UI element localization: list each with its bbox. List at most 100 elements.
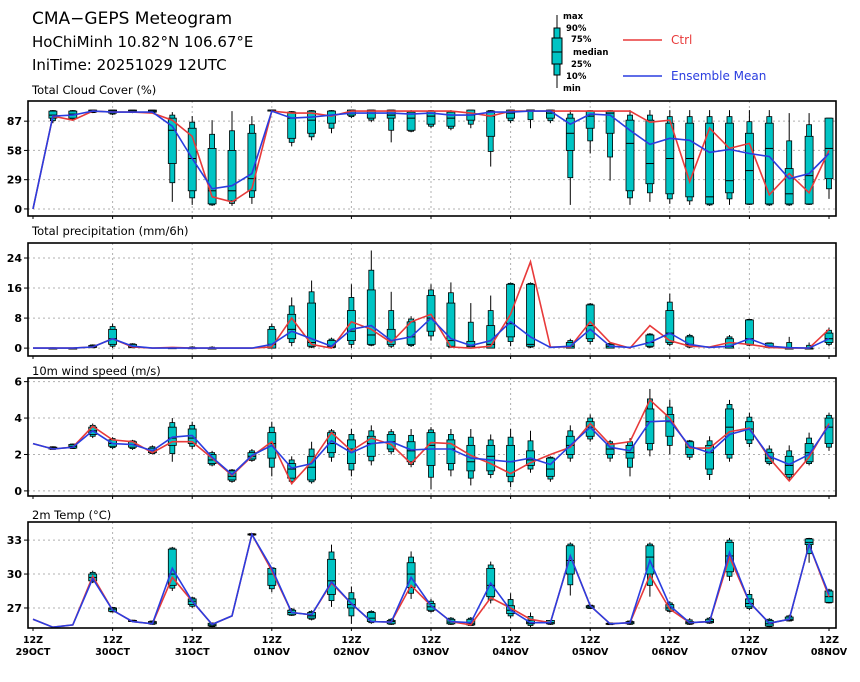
- y-tick-label: 24: [7, 252, 23, 265]
- x-tick-label-date: 02NOV: [333, 647, 370, 658]
- ensemble-mean-line: [33, 316, 830, 349]
- legend-p10: 10%: [566, 72, 587, 82]
- boxplot: [426, 284, 436, 341]
- box-q25-q75: [108, 328, 117, 345]
- box-q25-q75: [486, 444, 496, 472]
- box-q25-q75: [366, 612, 376, 622]
- boxplot: [824, 412, 834, 451]
- boxplot: [426, 427, 436, 490]
- ensemble-mean-line: [32, 532, 830, 629]
- x-tick-label-hour: 12Z: [182, 635, 202, 646]
- box-q25-q75: [307, 302, 317, 347]
- box-q25-q75: [745, 319, 754, 345]
- boxplot: [386, 109, 396, 143]
- boxplot: [227, 111, 237, 206]
- box-q25-q75: [745, 132, 754, 205]
- boxplot: [745, 318, 754, 347]
- boxplot: [486, 110, 496, 167]
- panel-total-precipitation-mm-6h: Total precipitation (mm/6h) 0 8 16 24: [7, 224, 837, 359]
- boxplot: [764, 110, 774, 206]
- box-q25-q75: [327, 558, 336, 595]
- y-tick-label: 2: [14, 448, 22, 461]
- box-q25-q75: [625, 444, 635, 459]
- location-label: HoChiMinh 10.82°N 106.67°E: [32, 33, 253, 51]
- box-q25-q75: [307, 455, 317, 481]
- boxplot: [287, 111, 297, 147]
- boxplot: [346, 284, 356, 349]
- legend-p25: 25%: [571, 60, 592, 70]
- legend-max: max: [563, 12, 584, 22]
- boxplot: [665, 399, 675, 455]
- y-tick-label: 8: [14, 312, 22, 325]
- legend-p75: 75%: [571, 35, 592, 45]
- boxplot: [327, 110, 336, 134]
- box-q25-q75: [784, 168, 794, 205]
- boxplot: [725, 110, 734, 205]
- boxplot: [446, 428, 456, 477]
- panel-title: 10m wind speed (m/s): [32, 364, 161, 378]
- box-q25-q75: [366, 289, 376, 345]
- boxplot: [307, 280, 317, 349]
- boxplot: [446, 110, 456, 131]
- y-tick-label: 30: [7, 568, 23, 581]
- legend-mean-label: Ensemble Mean: [671, 69, 766, 83]
- box-q25-q75: [486, 110, 496, 137]
- x-tick-label-hour: 12Z: [501, 635, 521, 646]
- chart-title: CMA−GEPS Meteogram: [32, 9, 232, 29]
- box-q25-q75: [645, 119, 655, 185]
- panel-frame: [27, 521, 837, 629]
- boxplot: [108, 323, 117, 349]
- box-q25-q75: [267, 328, 277, 349]
- boxplot: [665, 110, 675, 204]
- boxplot: [824, 327, 834, 347]
- box-q25-q75: [446, 439, 456, 464]
- box-q25-q75: [725, 122, 734, 194]
- boxplot: [406, 110, 416, 133]
- x-tick-label-hour: 12Z: [660, 635, 680, 646]
- x-tick-label-date: 03NOV: [413, 647, 450, 658]
- boxplot: [366, 250, 376, 347]
- box-q25-q75: [426, 295, 436, 332]
- ctrl-line: [32, 110, 830, 210]
- panel-10m-wind-speed-m-s: 10m wind speed (m/s) 0 2 4 6: [14, 364, 837, 499]
- boxplot: [605, 439, 615, 462]
- box-q25-q75: [764, 122, 774, 205]
- boxplot: [207, 120, 217, 206]
- box-q25-q75: [526, 283, 535, 347]
- boxplot: [705, 110, 714, 206]
- y-tick-label: 0: [14, 203, 22, 216]
- panel-title: 2m Temp (°C): [32, 508, 111, 522]
- box-q25-q75: [506, 283, 516, 338]
- x-tick-label-date: 07NOV: [731, 647, 768, 658]
- boxplot: [605, 110, 615, 181]
- boxplot: [705, 436, 714, 480]
- legend-boxplot-icon: [551, 15, 563, 88]
- y-tick-label: 27: [7, 602, 22, 615]
- panel-title: Total precipitation (mm/6h): [31, 224, 188, 238]
- legend-ctrl-label: Ctrl: [671, 33, 692, 47]
- x-tick-label-hour: 12Z: [341, 635, 361, 646]
- y-tick-label: 16: [7, 282, 23, 295]
- y-tick-label: 33: [7, 534, 22, 547]
- y-tick-label: 6: [14, 376, 22, 389]
- boxplot: [824, 117, 834, 199]
- box-q25-q75: [366, 109, 376, 119]
- box-q25-q75: [167, 117, 177, 164]
- box-q25-q75: [665, 310, 675, 343]
- box-q25-q75: [207, 148, 217, 205]
- boxplot: [327, 544, 336, 607]
- boxplot: [784, 113, 794, 206]
- box-q25-q75: [506, 109, 516, 119]
- box-q25-q75: [685, 122, 695, 198]
- box-q25-q75: [745, 421, 754, 441]
- legend-p90: 90%: [566, 24, 587, 34]
- x-tick-label-date: 29OCT: [16, 647, 51, 658]
- x-axis-labels: 12Z29OCT12Z30OCT12Z31OCT12Z01NOV12Z02NOV…: [16, 635, 848, 658]
- box-q25-q75: [705, 122, 714, 205]
- y-tick-label: 0: [14, 485, 22, 498]
- box-q25-q75: [327, 110, 336, 124]
- box-p10-p90: [388, 310, 395, 347]
- panel-title: Total Cloud Cover (%): [31, 83, 156, 97]
- boxplot: [685, 110, 695, 205]
- box-q25-q75: [406, 441, 416, 463]
